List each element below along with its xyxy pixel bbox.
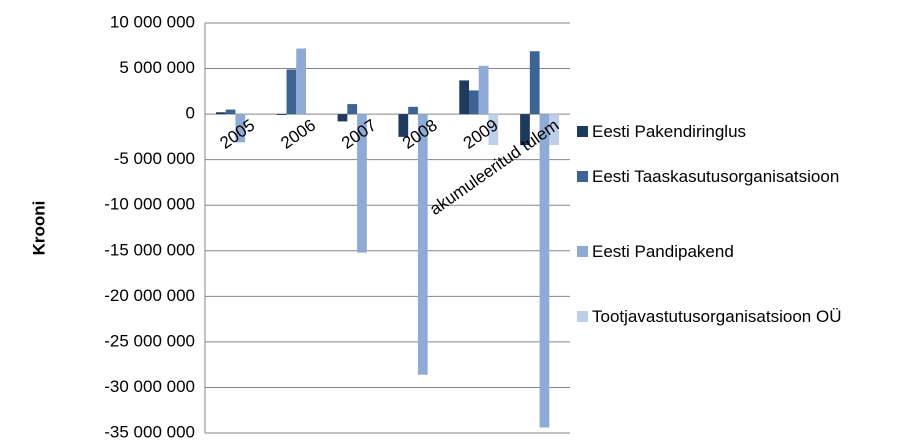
y-tick-label: 5 000 000 <box>119 58 195 77</box>
bar <box>347 104 358 115</box>
bar <box>488 114 499 146</box>
bar <box>357 114 367 253</box>
bar <box>235 114 246 143</box>
legend-item: Eesti Taaskasutusorganisatsioon <box>577 165 862 188</box>
legend-swatch <box>577 311 588 322</box>
bar <box>398 114 409 137</box>
bar <box>286 69 297 115</box>
bar <box>225 109 236 115</box>
y-tick-label: -25 000 000 <box>104 331 195 350</box>
y-tick-label: -20 000 000 <box>104 286 195 305</box>
y-tick-label: 10 000 000 <box>110 12 195 31</box>
legend-item: Tootjavastutusorganisatsioon OÜ <box>577 305 862 328</box>
bar <box>408 106 418 115</box>
legend-label: Eesti Taaskasutusorganisatsioon <box>592 167 840 186</box>
bar <box>296 48 306 115</box>
x-tick-label: 2006 <box>277 115 319 152</box>
legend-item: Eesti Pandipakend <box>577 240 862 263</box>
legend-label: Eesti Pakendiringlus <box>592 122 747 141</box>
legend-label: Tootjavastutusorganisatsioon OÜ <box>592 307 842 326</box>
y-axis-label: Krooni <box>29 201 48 256</box>
bar <box>337 114 348 122</box>
bar <box>529 51 540 115</box>
y-tick-label: -5 000 000 <box>114 149 195 168</box>
y-tick-label: -15 000 000 <box>104 240 195 259</box>
legend-swatch <box>577 246 588 257</box>
legend-swatch <box>577 126 588 137</box>
bar <box>276 114 287 116</box>
bar <box>459 80 470 115</box>
bar <box>520 114 530 146</box>
bar <box>469 90 479 115</box>
bar <box>478 65 489 115</box>
y-tick-label: 0 <box>186 104 195 123</box>
legend-label: Eesti Pandipakend <box>592 242 734 261</box>
legend-item: Eesti Pakendiringlus <box>577 120 862 143</box>
y-tick-label: -35 000 000 <box>104 422 195 441</box>
bar <box>539 114 550 428</box>
bar <box>215 112 226 115</box>
bar <box>417 114 428 375</box>
y-tick-label: -30 000 000 <box>104 377 195 396</box>
y-tick-label: -10 000 000 <box>104 195 195 214</box>
legend-swatch <box>577 171 588 182</box>
bar <box>549 114 560 146</box>
